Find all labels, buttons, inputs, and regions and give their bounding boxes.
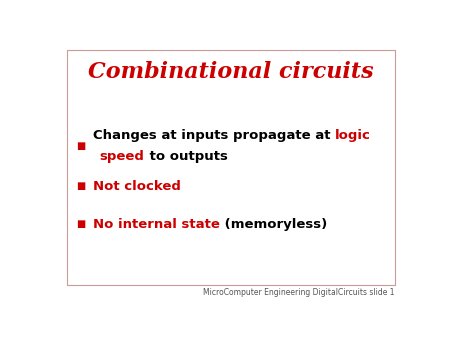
Text: MicroComputer Engineering DigitalCircuits slide 1: MicroComputer Engineering DigitalCircuit… xyxy=(203,288,395,297)
Text: Combinational circuits: Combinational circuits xyxy=(88,61,374,83)
Text: (memoryless): (memoryless) xyxy=(220,218,327,231)
Text: logic: logic xyxy=(335,129,371,142)
Text: ■: ■ xyxy=(76,181,86,191)
Text: Changes at inputs propagate at: Changes at inputs propagate at xyxy=(93,129,335,142)
Text: No internal state: No internal state xyxy=(93,218,220,231)
Text: to outputs: to outputs xyxy=(145,150,228,163)
Text: Not clocked: Not clocked xyxy=(93,180,181,193)
Text: ■: ■ xyxy=(76,141,86,151)
Text: ■: ■ xyxy=(76,219,86,229)
FancyBboxPatch shape xyxy=(67,50,395,285)
Text: speed: speed xyxy=(100,150,145,163)
